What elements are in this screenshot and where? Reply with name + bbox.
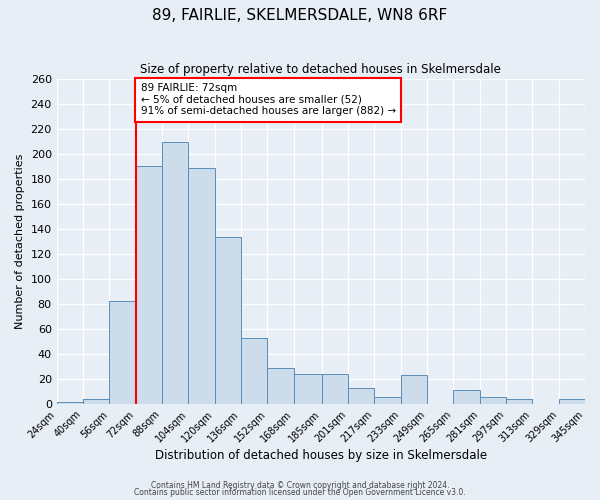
Bar (506, 399, 532, 404)
Bar (348, 388, 374, 404)
Text: 89, FAIRLIE, SKELMERSDALE, WN8 6RF: 89, FAIRLIE, SKELMERSDALE, WN8 6RF (152, 8, 448, 22)
Bar (56, 402, 83, 404)
Bar (454, 390, 479, 404)
Bar (241, 338, 268, 404)
Bar (83, 399, 109, 404)
Y-axis label: Number of detached properties: Number of detached properties (15, 154, 25, 330)
X-axis label: Distribution of detached houses by size in Skelmersdale: Distribution of detached houses by size … (155, 450, 487, 462)
Bar (401, 376, 427, 404)
Bar (559, 399, 585, 404)
Bar (374, 396, 401, 404)
Text: 89 FAIRLIE: 72sqm
← 5% of detached houses are smaller (52)
91% of semi-detached : 89 FAIRLIE: 72sqm ← 5% of detached house… (140, 83, 396, 116)
Bar (479, 396, 506, 404)
Bar (268, 368, 293, 404)
Bar (293, 374, 322, 404)
Text: Contains public sector information licensed under the Open Government Licence v3: Contains public sector information licen… (134, 488, 466, 497)
Bar (215, 237, 241, 404)
Bar (109, 300, 136, 404)
Text: Contains HM Land Registry data © Crown copyright and database right 2024.: Contains HM Land Registry data © Crown c… (151, 480, 449, 490)
Bar (136, 166, 162, 404)
Title: Size of property relative to detached houses in Skelmersdale: Size of property relative to detached ho… (140, 62, 501, 76)
Bar (188, 168, 215, 404)
Bar (162, 142, 188, 404)
Bar (322, 374, 348, 404)
